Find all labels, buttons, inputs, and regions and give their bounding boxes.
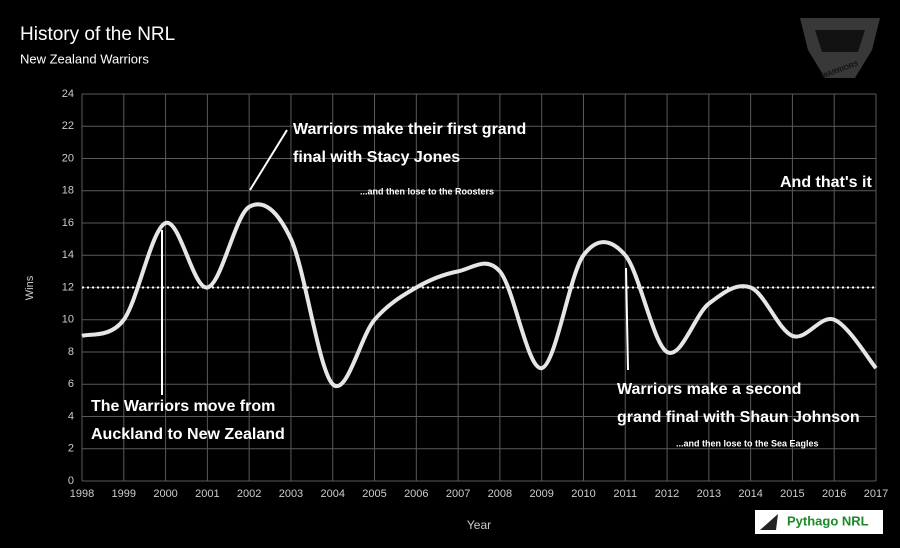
x-tick-label: 2017	[864, 488, 888, 500]
annotation: Warriors make their first grand	[293, 121, 526, 138]
source-label: Pythago NRL	[787, 513, 869, 528]
y-tick-label: 10	[62, 314, 74, 326]
y-tick-label: 16	[62, 217, 74, 229]
y-tick-label: 18	[62, 185, 74, 197]
x-tick-label: 2009	[529, 488, 553, 500]
x-tick-label: 2002	[237, 488, 261, 500]
series-line	[81, 202, 878, 389]
y-tick-label: 14	[62, 249, 74, 261]
x-tick-label: 1999	[112, 488, 136, 500]
chart-subtitle: New Zealand Warriors	[20, 51, 149, 66]
badge-icon	[760, 514, 778, 530]
logo-face	[815, 30, 865, 52]
logo: WARRIORS	[800, 18, 880, 80]
annotation-pointer	[625, 267, 629, 371]
x-tick-label: 2012	[655, 488, 679, 500]
x-tick-label: 1998	[70, 488, 94, 500]
x-tick-label: 2006	[404, 488, 428, 500]
source-badge: Pythago NRL	[755, 510, 883, 534]
y-tick-label: 24	[62, 88, 74, 100]
x-tick-label: 2008	[488, 488, 512, 500]
y-tick-label: 12	[62, 281, 74, 293]
x-tick-label: 2005	[362, 488, 386, 500]
x-tick-label: 2011	[613, 488, 637, 500]
y-tick-label: 4	[68, 410, 74, 422]
x-tick-label: 2013	[697, 488, 721, 500]
x-tick-label: 2000	[153, 488, 177, 500]
x-tick-label: 2014	[738, 488, 762, 500]
annotation-pointer	[249, 129, 288, 191]
x-tick-label: 2007	[446, 488, 470, 500]
y-tick-label: 22	[62, 120, 74, 132]
x-tick-label: 2001	[195, 488, 219, 500]
annotation: grand final with Shaun Johnson	[617, 409, 860, 426]
y-tick-label: 6	[68, 378, 74, 390]
y-tick-label: 20	[62, 152, 74, 164]
y-tick-label: 0	[68, 475, 74, 487]
annotation: And that's it	[780, 174, 872, 191]
annotation: Auckland to New Zealand	[91, 426, 285, 443]
annotation: final with Stacy Jones	[293, 149, 460, 166]
x-tick-label: 2016	[822, 488, 846, 500]
x-tick-label: 2004	[320, 488, 344, 500]
x-tick-label: 2015	[780, 488, 804, 500]
y-tick-label: 8	[68, 346, 74, 358]
y-axis-label: Wins	[24, 275, 36, 300]
annotation: ...and then lose to the Roosters	[360, 186, 494, 196]
annotation: The Warriors move from	[91, 398, 275, 415]
x-tick-label: 2003	[279, 488, 303, 500]
chart-title: History of the NRL	[20, 24, 175, 45]
x-axis-label: Year	[467, 518, 491, 532]
annotation: ...and then lose to the Sea Eagles	[676, 438, 819, 448]
x-tick-label: 2010	[571, 488, 595, 500]
annotation: Warriors make a second	[617, 381, 801, 398]
y-tick-label: 2	[68, 443, 74, 455]
